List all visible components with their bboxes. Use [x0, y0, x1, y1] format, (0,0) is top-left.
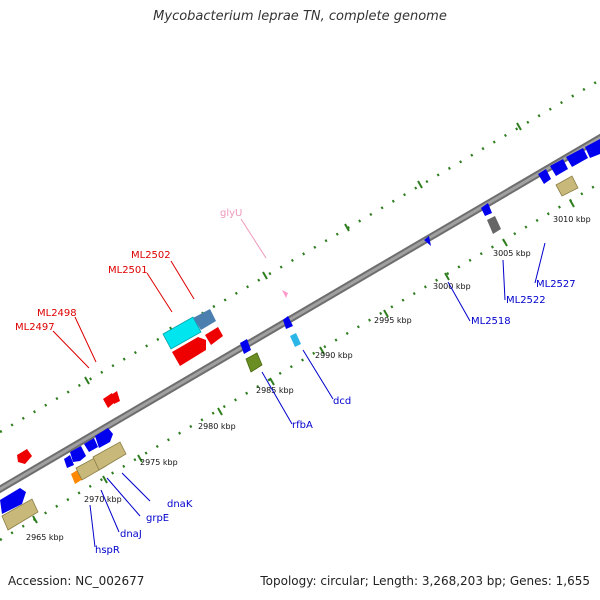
- label-hspR: hspR: [95, 545, 120, 556]
- tick-label-2985: 2985 kbp: [256, 386, 294, 395]
- tick-label-2995: 2995 kbp: [374, 316, 412, 325]
- gene-blue-6: [283, 316, 293, 329]
- tick-label-3000: 3000 kbp: [433, 282, 471, 291]
- label-ML2501: ML2501: [108, 265, 148, 276]
- gene-features: [0, 139, 600, 531]
- label-dcd: dcd: [333, 396, 351, 407]
- gene-steel-ML2502: [193, 309, 216, 330]
- label-dnaK: dnaK: [167, 499, 193, 510]
- gene-tan-ML2527: [555, 175, 579, 197]
- label-ML2518: ML2518: [471, 316, 511, 327]
- gene-red-3: [111, 391, 120, 404]
- genome-summary-text: Topology: circular; Length: 3,268,203 bp…: [260, 574, 590, 588]
- gene-red-4: [172, 337, 206, 366]
- tick-label-2975: 2975 kbp: [140, 458, 178, 467]
- gene-tan-1: [1, 498, 39, 531]
- label-leaders: [52, 218, 546, 548]
- tick-label-3010: 3010 kbp: [553, 215, 591, 224]
- gene-cyan-ML2501: [162, 316, 202, 350]
- label-glyU: glyU: [220, 208, 242, 219]
- gene-blue-5: [95, 428, 113, 448]
- gene-blue-3: [70, 446, 86, 462]
- gene-blue-7: [481, 203, 492, 216]
- gene-blue-2: [64, 455, 74, 468]
- label-ML2522: ML2522: [506, 295, 546, 306]
- gene-blue-8: [538, 169, 551, 184]
- accession-text: Accession: NC_002677: [8, 574, 145, 588]
- label-dnaJ: dnaJ: [120, 529, 142, 540]
- gene-pink-glyU: [282, 290, 288, 298]
- gene-tan-dnaK: [92, 441, 127, 471]
- gene-blue-9: [550, 159, 568, 176]
- label-ML2498: ML2498: [37, 308, 77, 319]
- major-ticks: [32, 122, 575, 524]
- tick-label-3005: 3005 kbp: [493, 249, 531, 258]
- gene-blue-ML2518: [424, 236, 431, 246]
- gene-blue-11: [585, 139, 600, 158]
- gene-gray-ML2522: [487, 216, 501, 234]
- tick-label-2970: 2970 kbp: [84, 495, 122, 504]
- label-ML2497: ML2497: [15, 322, 55, 333]
- gene-blue-10: [566, 148, 588, 167]
- tick-label-2980: 2980 kbp: [198, 422, 236, 431]
- gene-blue-4: [84, 438, 98, 452]
- inner-tick-lane: [0, 181, 600, 542]
- gene-blue-rfbA: [240, 339, 251, 354]
- label-grpE: grpE: [146, 513, 169, 524]
- gene-olive: [245, 352, 263, 373]
- tick-label-2965: 2965 kbp: [26, 533, 64, 542]
- genome-title: Mycobacterium leprae TN, complete genome: [153, 9, 447, 24]
- label-rfbA: rfbA: [292, 420, 313, 431]
- gene-cyan-dcd: [290, 333, 301, 347]
- gene-blue-1: [0, 488, 26, 514]
- gene-red-1: [17, 449, 32, 464]
- label-ML2527: ML2527: [536, 279, 576, 290]
- gene-red-5: [205, 327, 223, 345]
- tick-label-2990: 2990 kbp: [315, 351, 353, 360]
- genome-backbone: [0, 133, 600, 494]
- label-ML2502: ML2502: [131, 250, 171, 261]
